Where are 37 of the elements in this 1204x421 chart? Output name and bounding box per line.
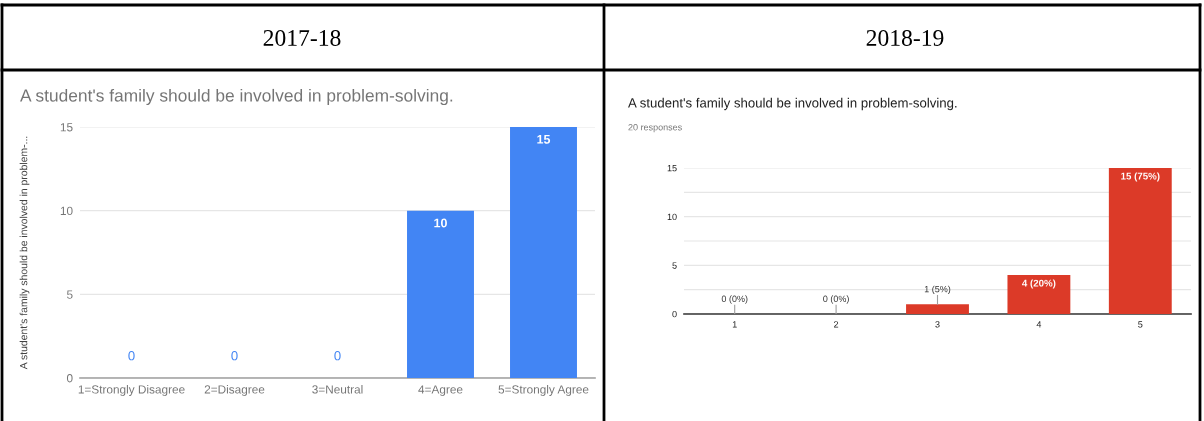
- data-label: 10: [434, 218, 447, 228]
- data-label: 0 (0%): [823, 295, 849, 304]
- bar: [1108, 168, 1172, 314]
- y-tick-label: 10: [60, 206, 73, 216]
- chart-subtitle: 20 responses: [628, 124, 682, 133]
- data-label: 0: [334, 350, 341, 361]
- x-tick-label: 3: [935, 321, 940, 328]
- data-label: 15: [537, 134, 551, 144]
- y-tick-label: 15: [60, 123, 73, 132]
- data-label: 0 (0%): [721, 295, 748, 304]
- x-tick-label: 5=Strongly Agree: [498, 384, 589, 396]
- y-tick-label: 5: [66, 290, 73, 299]
- x-tick-label: 4: [1036, 321, 1042, 328]
- bar: [906, 304, 969, 314]
- bar: [1007, 275, 1071, 314]
- data-label: 0: [128, 350, 135, 361]
- data-label: 0: [231, 350, 238, 361]
- text: 2018-19: [866, 29, 944, 46]
- y-tick-label: 15: [667, 165, 677, 172]
- x-tick-label: 5: [1138, 321, 1143, 328]
- y-tick-label: 0: [672, 310, 677, 318]
- y-axis-title: A student's family should be involved in problem-...: [19, 136, 30, 370]
- y-tick-label: 5: [672, 262, 677, 269]
- chart-title: A student's family should be involved in problem-solving.: [628, 97, 957, 111]
- x-tick-label: 3=Neutral: [312, 384, 363, 394]
- x-tick-label: 2=Disagree: [204, 384, 265, 396]
- text: 2017-18: [263, 29, 341, 46]
- x-tick-label: 1: [732, 321, 737, 328]
- data-label: 1 (5%): [924, 285, 951, 295]
- y-tick-label: 0: [66, 374, 73, 383]
- data-label: 4 (20%): [1022, 279, 1056, 289]
- y-tick-label: 10: [667, 213, 677, 221]
- data-label: 15 (75%): [1121, 172, 1160, 182]
- x-tick-label: 4=Agree: [418, 385, 463, 396]
- chart-title: A student's family should be involved in problem-solving.: [20, 88, 453, 106]
- x-tick-label: 1=Strongly Disagree: [78, 384, 185, 396]
- x-tick-label: 2: [834, 321, 839, 328]
